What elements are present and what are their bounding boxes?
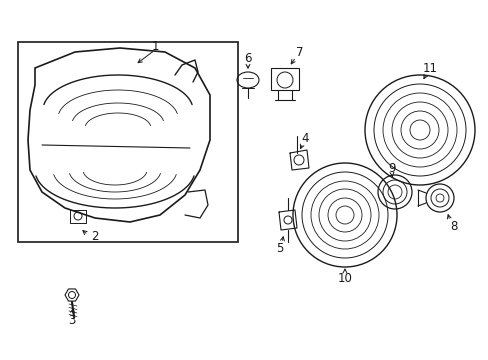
Text: 11: 11 xyxy=(422,62,437,75)
Text: 9: 9 xyxy=(387,162,395,175)
Bar xyxy=(270,68,298,90)
Text: 3: 3 xyxy=(68,314,76,327)
Text: 7: 7 xyxy=(296,45,303,58)
Text: 6: 6 xyxy=(244,51,251,64)
Text: 8: 8 xyxy=(449,220,457,233)
Text: 4: 4 xyxy=(301,131,308,144)
Bar xyxy=(18,42,238,242)
Text: 1: 1 xyxy=(151,40,159,53)
Text: 2: 2 xyxy=(91,230,99,243)
Text: 5: 5 xyxy=(276,242,283,255)
Text: 10: 10 xyxy=(337,271,352,284)
